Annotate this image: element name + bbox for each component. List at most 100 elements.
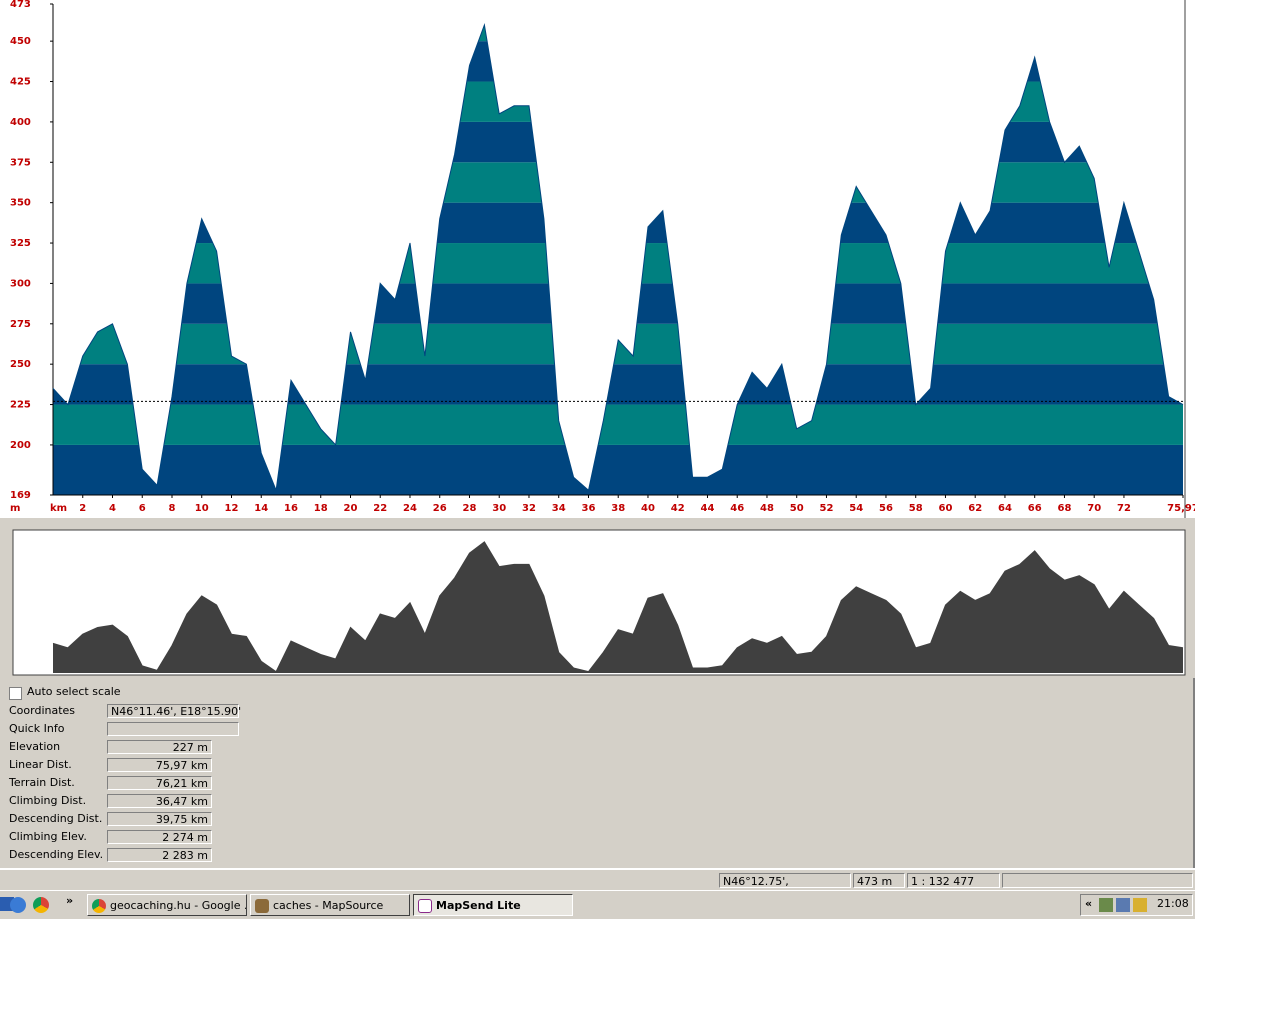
- y-tick-label: 169: [10, 490, 31, 501]
- info-value: [107, 722, 239, 736]
- y-tick-label: 473: [10, 0, 31, 10]
- tray-icon[interactable]: [1099, 898, 1113, 912]
- x-tick-label: 36: [582, 503, 596, 514]
- checkbox-label[interactable]: Auto select scale: [27, 685, 121, 698]
- x-tick-label: 70: [1087, 503, 1101, 514]
- chrome-icon[interactable]: [33, 897, 49, 913]
- x-tick-label: 8: [169, 503, 176, 514]
- info-value: 39,75 km: [107, 812, 212, 826]
- tray-icon[interactable]: [1133, 898, 1147, 912]
- info-value: N46°11.46', E18°15.90': [107, 704, 241, 718]
- x-tick-label: 34: [552, 503, 566, 514]
- y-tick-label: 350: [10, 198, 31, 209]
- info-value: 227 m: [107, 740, 212, 754]
- y-tick-label: 250: [10, 359, 31, 370]
- info-label: Climbing Dist.: [9, 794, 87, 807]
- elevation-profile: [52, 23, 1184, 493]
- x-tick-label: 48: [760, 503, 774, 514]
- x-tick-label: 16: [284, 503, 298, 514]
- x-tick-label: 58: [909, 503, 923, 514]
- x-tick-label: 52: [820, 503, 834, 514]
- y-tick-label: 325: [10, 238, 31, 249]
- x-tick-label: 50: [790, 503, 804, 514]
- info-label: Descending Elev.: [9, 848, 104, 861]
- y-tick-label: 200: [10, 440, 31, 451]
- x-tick-label: 56: [879, 503, 893, 514]
- x-unit: km: [50, 503, 67, 514]
- info-label: Quick Info: [9, 722, 65, 735]
- info-label: Terrain Dist.: [9, 776, 75, 789]
- y-tick-label: 375: [10, 157, 31, 168]
- info-label: Climbing Elev.: [9, 830, 87, 843]
- info-value: 36,47 km: [107, 794, 212, 808]
- x-tick-label: 54: [849, 503, 863, 514]
- info-value: 2 274 m: [107, 830, 212, 844]
- info-panel: Auto select scale Coordinates N46°11.46',…: [0, 678, 1195, 868]
- x-tick-label: 2: [79, 503, 86, 514]
- x-tick-label: 44: [701, 503, 715, 514]
- status-coordinates: N46°12.75', E18°23.51': [719, 873, 851, 903]
- ie-icon[interactable]: [10, 897, 26, 913]
- info-label: Descending Dist.: [9, 812, 103, 825]
- info-value: 76,21 km: [107, 776, 212, 790]
- x-tick-label: 6: [139, 503, 146, 514]
- info-label: Linear Dist.: [9, 758, 72, 771]
- x-tick-label: 26: [433, 503, 447, 514]
- info-value: 2 283 m: [107, 848, 212, 862]
- y-tick-label: 400: [10, 117, 31, 128]
- quick-launch-more[interactable]: »: [66, 894, 74, 907]
- task-label: MapSend Lite: [436, 899, 521, 912]
- status-elevation: 473 m: [853, 873, 905, 888]
- x-tick-label: 12: [225, 503, 239, 514]
- info-value: 75,97 km: [107, 758, 212, 772]
- task-button[interactable]: MapSend Lite: [413, 894, 573, 916]
- x-tick-label: 60: [938, 503, 952, 514]
- y-tick-label: 300: [10, 278, 31, 289]
- clock: 21:08: [1157, 897, 1189, 910]
- x-tick-label: 42: [671, 503, 685, 514]
- status-empty: [1002, 873, 1193, 888]
- overview-profile: [52, 541, 1184, 673]
- y-unit: m: [10, 503, 20, 514]
- x-tick-label: 14: [254, 503, 268, 514]
- x-tick-label: 20: [344, 503, 358, 514]
- y-tick-label: 225: [10, 400, 31, 411]
- task-label: caches - MapSource: [273, 899, 384, 912]
- x-tick-label: 64: [998, 503, 1012, 514]
- elevation-band: [53, 404, 1183, 445]
- x-tick-label: 28: [463, 503, 477, 514]
- x-tick-label: 75,97: [1167, 503, 1195, 514]
- x-tick-label: 10: [195, 503, 209, 514]
- y-tick-label: 450: [10, 36, 31, 47]
- x-tick-label: 18: [314, 503, 328, 514]
- task-button[interactable]: geocaching.hu - Google ...: [87, 894, 247, 916]
- x-tick-label: 32: [522, 503, 536, 514]
- info-label: Coordinates: [9, 704, 76, 717]
- x-tick-label: 38: [611, 503, 625, 514]
- x-tick-label: 24: [403, 503, 417, 514]
- task-button[interactable]: caches - MapSource: [250, 894, 410, 916]
- info-label: Elevation: [9, 740, 61, 753]
- status-bar: N46°12.75', E18°23.51' 473 m 1 : 132 477: [0, 870, 1195, 903]
- system-tray: « 21:08: [1080, 894, 1193, 916]
- x-tick-label: 46: [730, 503, 744, 514]
- x-tick-label: 40: [641, 503, 655, 514]
- x-tick-label: 72: [1117, 503, 1131, 514]
- task-label: geocaching.hu - Google ...: [110, 899, 247, 912]
- tray-toggle[interactable]: «: [1085, 897, 1093, 910]
- y-tick-label: 275: [10, 319, 31, 330]
- y-tick-label: 425: [10, 77, 31, 88]
- x-tick-label: 68: [1057, 503, 1071, 514]
- elevation-band: [53, 364, 1183, 405]
- x-tick-label: 62: [968, 503, 982, 514]
- tray-icon[interactable]: [1116, 898, 1130, 912]
- x-tick-label: 4: [109, 503, 116, 514]
- checkbox[interactable]: [9, 687, 22, 700]
- status-scale: 1 : 132 477: [907, 873, 1000, 888]
- elevation-window: m km 16920022525027530032535037540042545…: [0, 0, 1195, 678]
- x-tick-label: 30: [492, 503, 506, 514]
- x-tick-label: 22: [373, 503, 387, 514]
- x-tick-label: 66: [1028, 503, 1042, 514]
- elevation-band: [53, 444, 1183, 495]
